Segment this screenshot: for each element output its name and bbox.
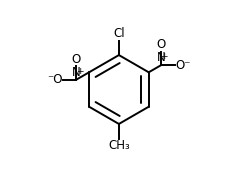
- Text: +: +: [75, 67, 83, 76]
- Text: O⁻: O⁻: [174, 58, 190, 72]
- Text: O: O: [72, 53, 81, 66]
- Text: N: N: [156, 51, 165, 64]
- Text: N: N: [72, 66, 80, 78]
- Text: O: O: [156, 38, 165, 51]
- Text: ⁻O: ⁻O: [47, 73, 62, 86]
- Text: +: +: [160, 52, 167, 61]
- Text: CH₃: CH₃: [108, 139, 129, 152]
- Text: Cl: Cl: [112, 27, 124, 40]
